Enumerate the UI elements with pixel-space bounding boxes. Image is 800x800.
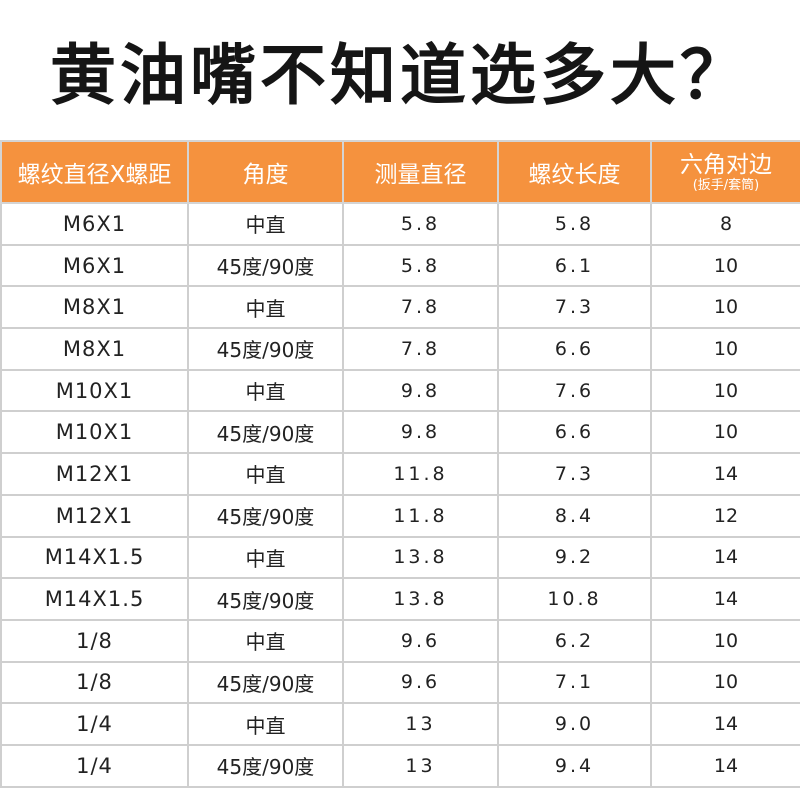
table-row: M14X1.5 中直 13.8 9.2 14 xyxy=(0,535,800,580)
cell-thread-length: 7.3 xyxy=(497,285,652,330)
cell-angle: 45度/90度 xyxy=(187,660,344,705)
cell-thread-size: 1/8 xyxy=(0,618,189,663)
cell-measured-diameter: 11.8 xyxy=(342,452,499,496)
cell-thread-length: 7.6 xyxy=(497,368,652,413)
cell-thread-length: 9.4 xyxy=(497,743,652,788)
cell-thread-size: M14X1.5 xyxy=(0,577,189,621)
cell-hex-size: 14 xyxy=(650,577,800,621)
cell-thread-length: 7.3 xyxy=(497,452,652,496)
cell-thread-size: M12X1 xyxy=(0,493,189,538)
cell-thread-size: M12X1 xyxy=(0,452,189,496)
cell-hex-size: 14 xyxy=(650,702,800,746)
cell-measured-diameter: 5.8 xyxy=(342,243,499,288)
cell-hex-size: 10 xyxy=(650,243,800,288)
cell-thread-size: 1/4 xyxy=(0,702,189,746)
cell-thread-size: M10X1 xyxy=(0,410,189,455)
cell-thread-size: 1/8 xyxy=(0,660,189,705)
cell-thread-size: M6X1 xyxy=(0,243,189,288)
table-row: M6X1 45度/90度 5.8 6.1 10 xyxy=(0,243,800,288)
table-body: M6X1 中直 5.8 5.8 8 M6X1 45度/90度 5.8 6.1 10 M8X1 中直 7.… xyxy=(0,202,800,788)
cell-measured-diameter: 7.8 xyxy=(342,285,499,330)
header-angle: 角度 xyxy=(187,140,344,204)
cell-thread-size: M8X1 xyxy=(0,285,189,330)
cell-thread-length: 6.6 xyxy=(497,327,652,371)
cell-measured-diameter: 13.8 xyxy=(342,577,499,621)
table-row: M12X1 中直 11.8 7.3 14 xyxy=(0,452,800,496)
cell-angle: 中直 xyxy=(187,618,344,663)
table-row: M6X1 中直 5.8 5.8 8 xyxy=(0,202,800,246)
cell-hex-size: 12 xyxy=(650,493,800,538)
header-row: 螺纹直径X螺距 角度 测量直径 螺纹长度 六角对边 (扳手/套筒) xyxy=(0,140,800,204)
header-thread-size: 螺纹直径X螺距 xyxy=(0,140,189,204)
header-measured-diameter: 测量直径 xyxy=(342,140,499,204)
cell-thread-length: 9.2 xyxy=(497,535,652,580)
cell-thread-size: M10X1 xyxy=(0,368,189,413)
cell-measured-diameter: 9.8 xyxy=(342,410,499,455)
cell-measured-diameter: 5.8 xyxy=(342,202,499,246)
cell-angle: 中直 xyxy=(187,535,344,580)
cell-angle: 45度/90度 xyxy=(187,577,344,621)
cell-hex-size: 10 xyxy=(650,368,800,413)
header-hex-size-note: (扳手/套筒) xyxy=(692,177,760,193)
cell-measured-diameter: 13 xyxy=(342,702,499,746)
cell-measured-diameter: 9.8 xyxy=(342,368,499,413)
cell-thread-length: 8.4 xyxy=(497,493,652,538)
cell-measured-diameter: 9.6 xyxy=(342,618,499,663)
table-header: 螺纹直径X螺距 角度 测量直径 螺纹长度 六角对边 (扳手/套筒) xyxy=(0,140,800,204)
header-hex-size: 六角对边 (扳手/套筒) xyxy=(650,140,800,204)
cell-measured-diameter: 13.8 xyxy=(342,535,499,580)
table-row: M10X1 45度/90度 9.8 6.6 10 xyxy=(0,410,800,455)
table-row: M12X1 45度/90度 11.8 8.4 12 xyxy=(0,493,800,538)
cell-thread-length: 5.8 xyxy=(497,202,652,246)
cell-hex-size: 10 xyxy=(650,285,800,330)
cell-angle: 45度/90度 xyxy=(187,743,344,788)
cell-angle: 中直 xyxy=(187,202,344,246)
cell-thread-size: M8X1 xyxy=(0,327,189,371)
table-row: 1/8 45度/90度 9.6 7.1 10 xyxy=(0,660,800,705)
cell-angle: 45度/90度 xyxy=(187,493,344,538)
cell-thread-size: 1/4 xyxy=(0,743,189,788)
cell-thread-length: 7.1 xyxy=(497,660,652,705)
cell-hex-size: 10 xyxy=(650,618,800,663)
header-thread-length: 螺纹长度 xyxy=(497,140,652,204)
cell-measured-diameter: 11.8 xyxy=(342,493,499,538)
cell-hex-size: 14 xyxy=(650,535,800,580)
cell-angle: 中直 xyxy=(187,285,344,330)
cell-thread-size: M6X1 xyxy=(0,202,189,246)
cell-thread-length: 6.6 xyxy=(497,410,652,455)
cell-measured-diameter: 7.8 xyxy=(342,327,499,371)
cell-hex-size: 14 xyxy=(650,743,800,788)
cell-angle: 中直 xyxy=(187,368,344,413)
cell-thread-length: 6.2 xyxy=(497,618,652,663)
cell-hex-size: 14 xyxy=(650,452,800,496)
cell-angle: 45度/90度 xyxy=(187,410,344,455)
cell-angle: 45度/90度 xyxy=(187,327,344,371)
header-hex-size-label: 六角对边 xyxy=(680,151,772,178)
cell-hex-size: 10 xyxy=(650,327,800,371)
spec-table: 螺纹直径X螺距 角度 测量直径 螺纹长度 六角对边 (扳手/套筒) M6X1 中直… xyxy=(0,140,800,788)
cell-thread-length: 9.0 xyxy=(497,702,652,746)
cell-angle: 45度/90度 xyxy=(187,243,344,288)
page-title: 黄油嘴不知道选多大？ xyxy=(50,37,750,114)
cell-thread-length: 10.8 xyxy=(497,577,652,621)
table-row: M8X1 中直 7.8 7.3 10 xyxy=(0,285,800,330)
cell-hex-size: 10 xyxy=(650,660,800,705)
cell-angle: 中直 xyxy=(187,452,344,496)
cell-measured-diameter: 13 xyxy=(342,743,499,788)
table-row: 1/4 中直 13 9.0 14 xyxy=(0,702,800,746)
cell-angle: 中直 xyxy=(187,702,344,746)
table-row: M10X1 中直 9.8 7.6 10 xyxy=(0,368,800,413)
cell-measured-diameter: 9.6 xyxy=(342,660,499,705)
cell-hex-size: 10 xyxy=(650,410,800,455)
cell-thread-size: M14X1.5 xyxy=(0,535,189,580)
table-row: 1/4 45度/90度 13 9.4 14 xyxy=(0,743,800,788)
cell-hex-size: 8 xyxy=(650,202,800,246)
table-row: M14X1.5 45度/90度 13.8 10.8 14 xyxy=(0,577,800,621)
cell-thread-length: 6.1 xyxy=(497,243,652,288)
table-row: 1/8 中直 9.6 6.2 10 xyxy=(0,618,800,663)
table-row: M8X1 45度/90度 7.8 6.6 10 xyxy=(0,327,800,371)
